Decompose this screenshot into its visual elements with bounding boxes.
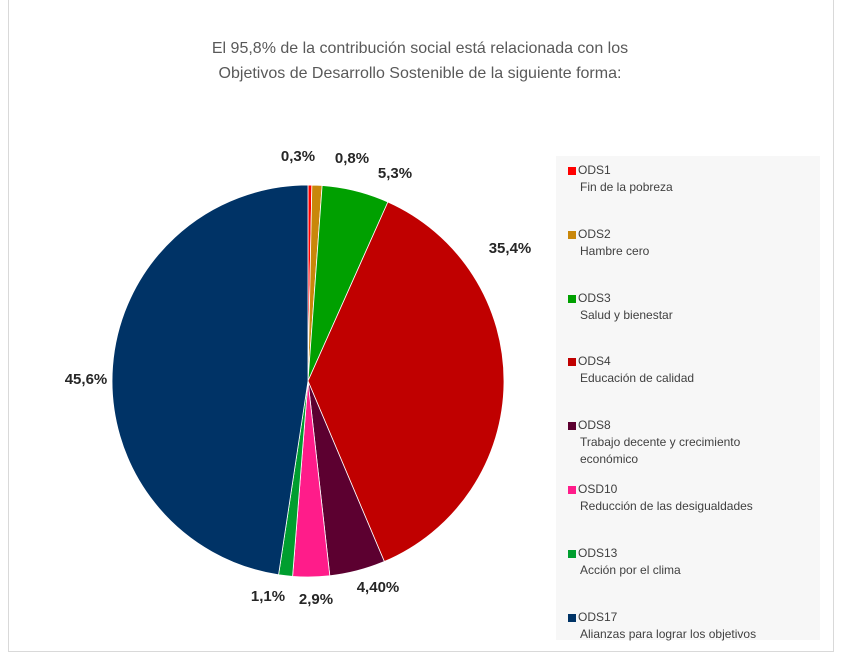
legend-swatch [568,230,576,239]
pie-slice-ods17 [111,184,309,576]
pie-slice-ods4 [307,201,505,563]
chart-title: El 95,8% de la contribución social está … [211,40,629,57]
legend-desc: Hambre cero [580,244,650,258]
legend-item-ods17: ODS17 Alianzas para lograr los objetivos [568,609,808,643]
data-label-ods4: 35,4% [489,240,532,257]
legend-desc: Salud y bienestar [580,308,673,322]
legend-desc-line2: económico [580,452,639,466]
legend-item-ods3: ODS3 Salud y bienestar [568,290,808,324]
chart-title-block: El 95,8% de la contribución social está … [140,36,700,86]
data-label-osd10: 2,9% [299,591,333,608]
data-label-ods8: 4,40% [357,579,400,596]
legend-desc: Alianzas para lograr los objetivos [580,627,757,641]
legend-item-ods4: ODS4 Educación de calidad [568,353,808,387]
legend-item-ods1: ODS1 Fin de la pobreza [568,162,808,196]
legend-desc: Fin de la pobreza [580,180,673,194]
data-label-ods17: 45,6% [65,371,108,388]
legend-code: ODS2 [578,227,611,241]
legend-code: ODS13 [578,546,618,560]
legend-code: ODS1 [578,163,611,177]
legend-item-ods2: ODS2 Hambre cero [568,226,808,260]
legend-swatch [568,613,576,622]
data-label-ods3: 5,3% [378,165,412,182]
legend-desc: Acción por el clima [580,563,681,577]
chart-subtitle: Objetivos de Desarrollo Sostenible de la… [218,65,622,82]
legend-code: ODS17 [578,610,618,624]
legend-code: ODS3 [578,291,611,305]
legend-item-ods13: ODS13 Acción por el clima [568,545,808,579]
legend-swatch [568,166,576,175]
legend-swatch [568,549,576,558]
legend-swatch [568,357,576,366]
legend-code: ODS4 [578,354,611,368]
data-label-ods2: 0,8% [335,150,369,167]
chart-legend: ODS1 Fin de la pobreza ODS2 Hambre cero ODS3… [556,156,820,643]
legend-desc: Reducción de las desigualdades [580,499,753,513]
legend-desc: Educación de calidad [580,371,695,385]
legend-code: OSD10 [578,482,618,496]
legend-swatch [568,421,576,430]
legend-item-osd10: OSD10 Reducción de las desigualdades [568,481,808,515]
legend-code: ODS8 [578,418,611,432]
legend-item-ods8: ODS8 Trabajo decente y crecimiento económi… [568,417,808,468]
legend-swatch [568,485,576,494]
data-label-ods13: 1,1% [251,588,285,605]
legend-swatch [568,294,576,303]
chart-frame [8,0,834,652]
data-label-ods1: 0,3% [281,148,315,165]
legend-desc: Trabajo decente y crecimiento [580,435,741,449]
